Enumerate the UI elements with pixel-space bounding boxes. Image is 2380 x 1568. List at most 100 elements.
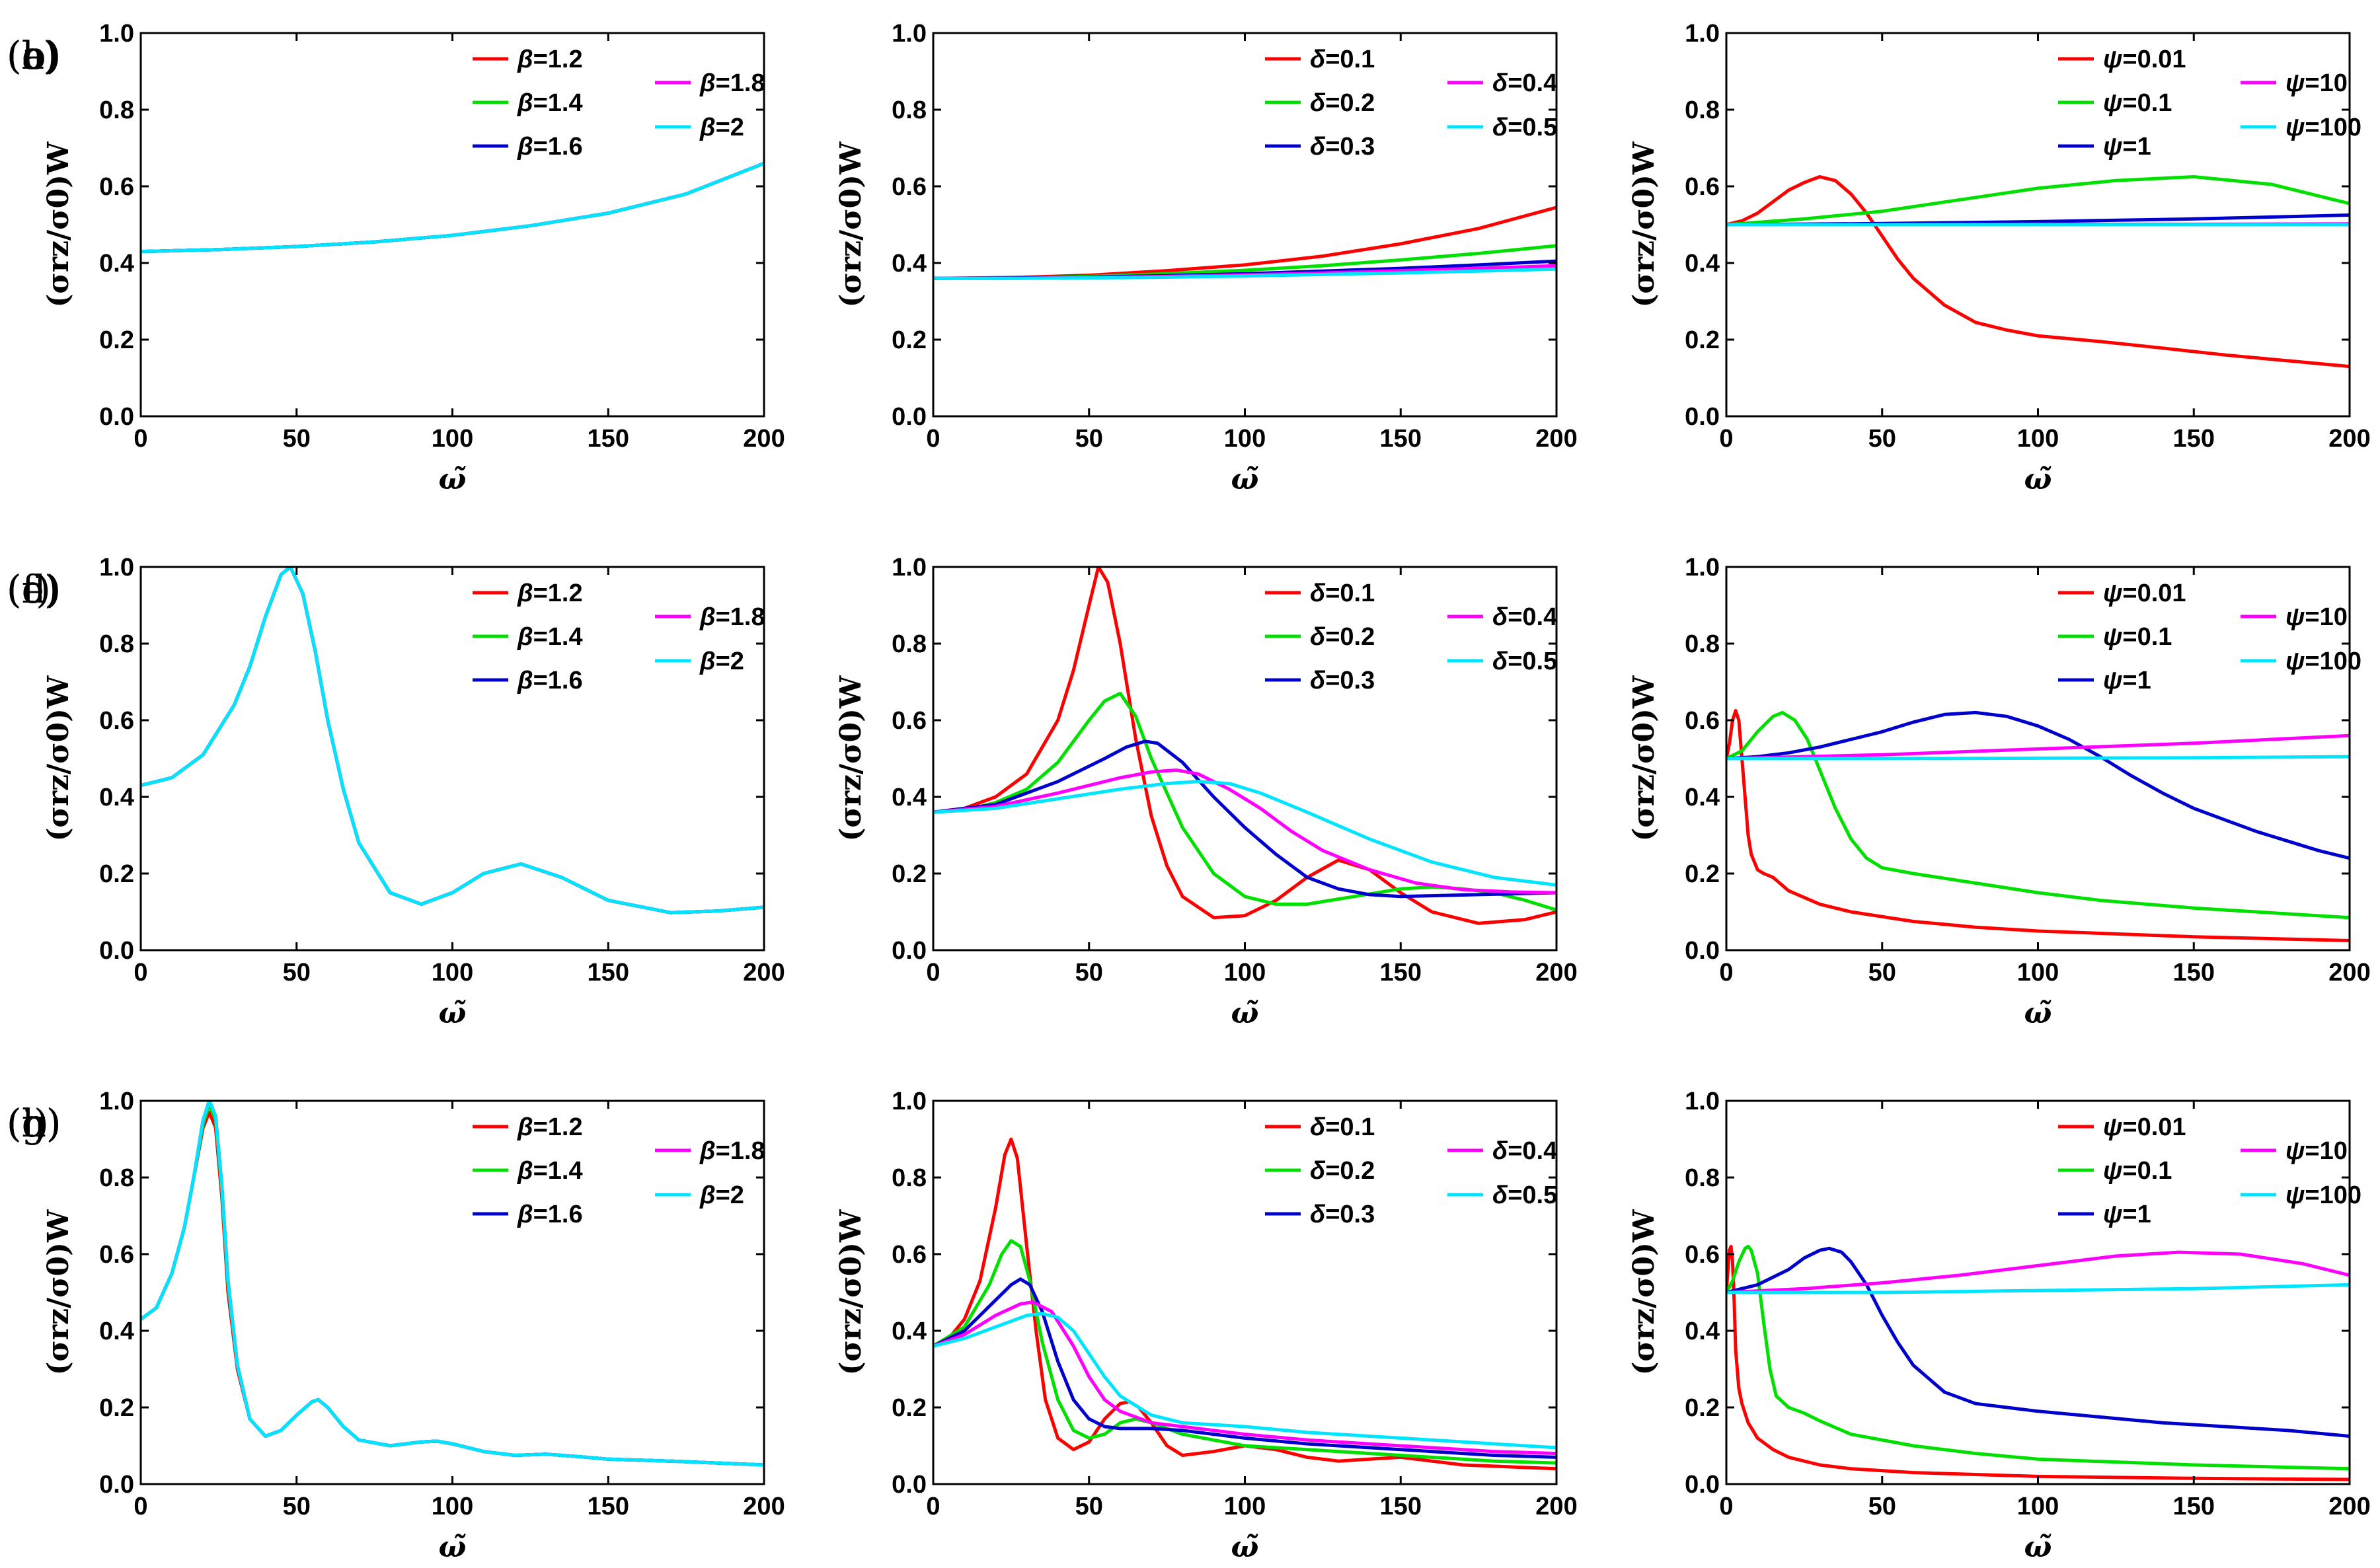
legend-symbol: δ [1492,603,1508,631]
legend-symbol: ψ [2285,1181,2305,1209]
legend-value: =1.8 [716,603,765,631]
legend-value: =1.4 [533,623,583,651]
plot-frame [932,32,1558,418]
legend-item-2: β=1.4 [473,623,583,651]
legend-value: =0.01 [2122,579,2186,607]
y-tick-label: 0.6 [99,173,134,201]
x-axis-label: ω̃ [1231,996,1259,1030]
y-tick-label: 0.4 [99,250,134,278]
legend-symbol: ψ [2103,623,2122,651]
panel-label: (e) [7,567,59,612]
legend-item-1: ψ=0.01 [2058,1113,2186,1141]
legend-label: ψ=10 [2285,69,2348,97]
legend-value: =1.2 [533,579,583,607]
x-axis-label: ω̃ [439,996,467,1030]
series-line-4 [141,567,764,915]
x-axis-label: ω̃ [439,1530,467,1564]
x-tick-label: 100 [432,425,473,453]
legend-value: =1.6 [533,133,583,161]
legend-label: ψ=0.01 [2103,46,2186,73]
legend-item-1: β=1.2 [473,579,583,607]
legend-item-3: δ=0.3 [1265,1201,1375,1228]
y-tick-label: 0.6 [1685,173,1720,201]
x-tick-label: 200 [1535,959,1577,987]
x-tick-label: 0 [926,1493,940,1520]
x-tick-label: 150 [1380,959,1422,987]
legend-label: β=1.8 [699,603,765,631]
series-line-5 [1726,1283,2350,1294]
legend-item-4: β=1.8 [655,603,765,631]
legend-item-3: ψ=1 [2058,1201,2151,1228]
x-tick-label: 50 [1075,1493,1103,1520]
y-tick-label: 0.8 [892,96,927,124]
legend-value: =0.2 [1325,623,1375,651]
legend-label: β=2 [699,1181,744,1209]
legend-label: ψ=0.01 [2103,579,2186,607]
legend-value: =2 [716,1181,744,1209]
legend-item-5: δ=0.5 [1447,1181,1557,1209]
series-line-1 [933,1137,1556,1471]
legend-value: =0.01 [2122,46,2186,73]
legend-value: =0.5 [1508,1181,1557,1209]
legend-item-2: δ=0.2 [1265,1157,1375,1185]
legend-label: ψ=100 [2285,1181,2361,1209]
legend-item-3: β=1.6 [473,667,583,694]
series-line-5 [1726,755,2350,761]
legend-symbol: β [517,89,533,117]
legend-label: ψ=1 [2103,133,2151,161]
legend-item-4: ψ=10 [2241,1137,2348,1165]
legend-value: =1.4 [533,89,583,117]
x-tick-label: 200 [743,959,785,987]
y-tick-label: 1.0 [99,1088,134,1115]
series-line-1 [141,567,764,915]
x-tick-label: 150 [2173,425,2215,453]
series-line-1 [1726,1244,2350,1481]
y-tick-label: 0.6 [1685,707,1720,735]
legend-item-5: β=2 [655,1181,744,1209]
y-tick-label: 1.0 [892,554,927,581]
y-tick-label: 0.4 [892,1318,927,1345]
legend-label: ψ=100 [2285,114,2361,141]
y-tick-label: 0.2 [892,326,927,354]
x-tick-label: 150 [2173,1493,2215,1520]
series-line-5 [933,267,1556,280]
legend-symbol: δ [1310,1157,1326,1185]
y-tick-label: 0.8 [1685,96,1720,124]
series-line-5 [933,780,1556,887]
y-tick-label: 0.4 [1685,250,1720,278]
y-tick-label: 0.0 [99,1471,134,1499]
y-tick-label: 0.2 [1685,860,1720,888]
legend-symbol: β [517,579,533,607]
legend-label: ψ=10 [2285,603,2348,631]
legend-symbol: δ [1310,579,1326,607]
legend-label: β=1.4 [517,1157,583,1185]
legend-symbol: δ [1310,133,1326,161]
series-line-3 [933,739,1556,899]
series-line-2 [933,691,1556,912]
legend-symbol: δ [1492,69,1508,97]
x-tick-label: 100 [1224,959,1266,987]
x-tick-label: 100 [2017,425,2059,453]
legend-label: δ=0.4 [1492,69,1557,97]
legend-item-1: β=1.2 [473,1113,583,1141]
series-group [141,161,764,254]
x-tick-label: 50 [1868,959,1896,987]
x-tick-label: 200 [2328,1493,2370,1520]
legend-symbol: δ [1492,1181,1508,1209]
legend-symbol: ψ [2285,114,2305,141]
y-tick-label: 1.0 [99,20,134,48]
legend-value: =0.5 [1508,114,1557,141]
y-axis-label: (σrz/σ0)W [42,1209,75,1375]
x-tick-label: 50 [283,425,311,453]
legend-value: =0.4 [1508,69,1557,97]
legend-item-4: δ=0.4 [1447,603,1557,631]
x-tick-label: 50 [1075,959,1103,987]
y-tick-label: 1.0 [892,20,927,48]
legend-value: =1.2 [533,1113,583,1141]
series-line-2 [1726,710,2350,920]
x-tick-label: 0 [134,959,147,987]
x-tick-label: 0 [1719,959,1733,987]
legend-item-3: β=1.6 [473,133,583,161]
legend-label: β=1.6 [517,1201,583,1228]
series-line-3 [141,161,764,254]
